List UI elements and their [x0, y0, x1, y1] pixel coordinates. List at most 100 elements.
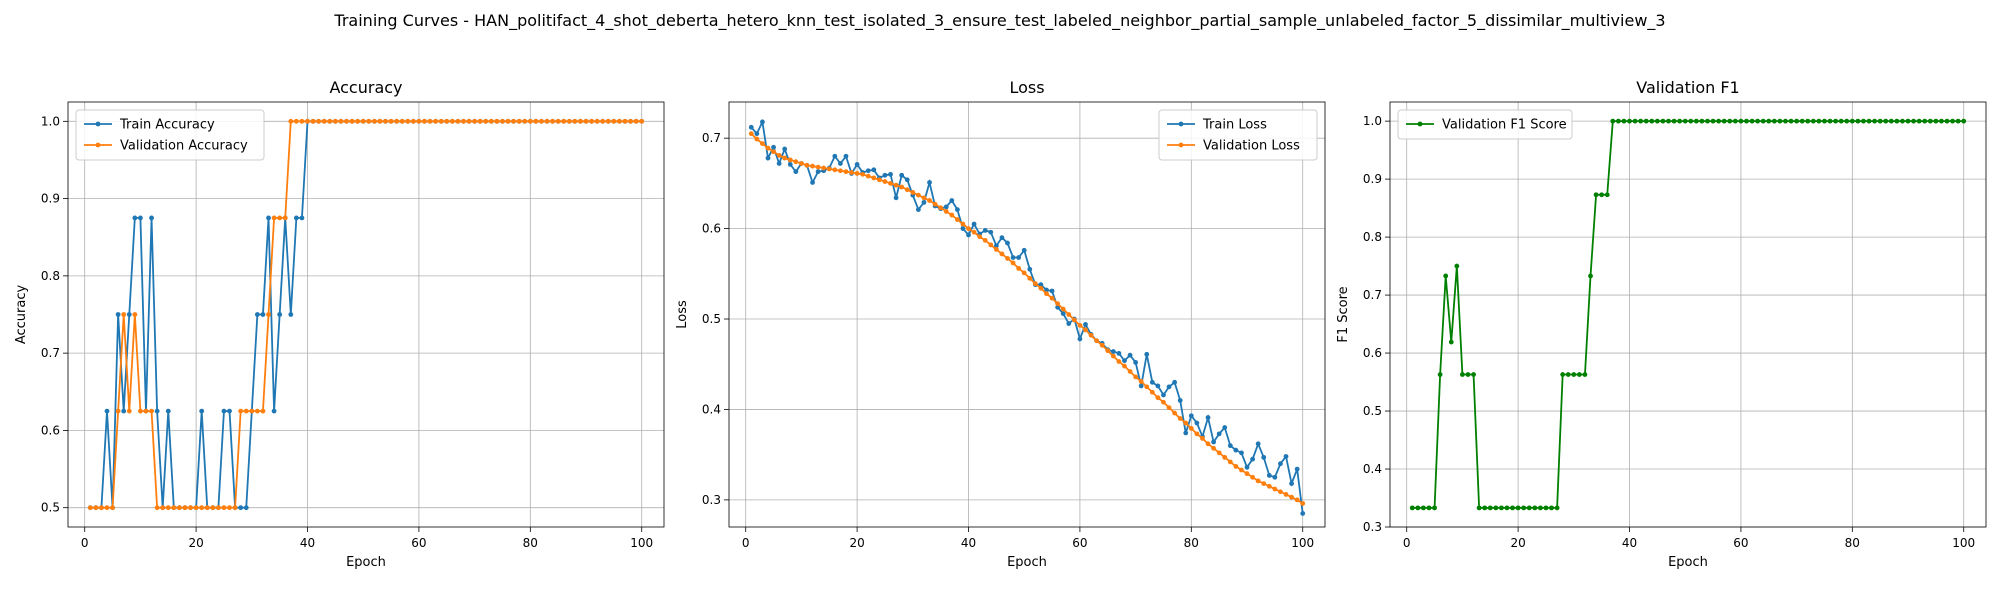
data-point [288, 312, 294, 317]
data-point [843, 153, 849, 159]
data-point [1693, 118, 1699, 124]
data-point [954, 207, 960, 213]
data-point [99, 505, 104, 511]
data-point [266, 312, 271, 317]
chart-panel-3: 0 20 40 60 80 100 0.3 0.4 0.5 0.6 0.7 0.8 0.9 1.0 Vali… [1336, 78, 1987, 570]
data-point [1855, 118, 1861, 124]
data-point [238, 505, 244, 511]
data-point [1227, 459, 1233, 465]
data-point [550, 118, 555, 124]
data-point [832, 167, 838, 173]
data-point [1021, 270, 1027, 276]
data-point [477, 118, 483, 124]
data-point [617, 118, 622, 124]
y-axis-label: F1 Score [1336, 286, 1351, 342]
data-point [1688, 118, 1694, 124]
data-point [254, 312, 260, 317]
data-point [461, 118, 466, 124]
data-point [854, 161, 860, 167]
data-point [366, 118, 372, 124]
data-point [1593, 192, 1599, 198]
data-point [472, 118, 478, 124]
data-point [1005, 240, 1010, 246]
legend-label: Train Loss [1202, 118, 1267, 133]
data-point [899, 172, 905, 178]
data-point [1783, 118, 1788, 124]
data-point [1732, 118, 1738, 124]
data-point [227, 408, 232, 414]
data-point [876, 177, 882, 183]
plot-frame [1389, 101, 1987, 528]
data-point [904, 177, 910, 183]
data-point [1799, 118, 1805, 124]
data-point [960, 221, 966, 227]
data-point [1188, 413, 1194, 419]
data-point [204, 505, 210, 511]
y-axis-label: Loss [675, 300, 690, 329]
data-point [1144, 384, 1150, 390]
data-point [854, 171, 860, 176]
data-point [1032, 281, 1038, 287]
data-point [1266, 473, 1272, 478]
data-point [899, 184, 905, 190]
legend-box [1158, 109, 1318, 161]
data-point [160, 505, 166, 511]
data-point [966, 226, 971, 231]
data-point [87, 505, 93, 511]
data-point [277, 215, 283, 221]
series-line-1 [90, 120, 642, 509]
y-tick-label: 0.5 [1363, 404, 1382, 418]
data-point [888, 180, 893, 186]
data-point [277, 312, 283, 317]
legend-marker [1178, 142, 1184, 148]
data-point [1166, 384, 1172, 390]
data-point [1016, 255, 1022, 260]
data-point [1010, 255, 1016, 260]
data-point [522, 118, 528, 124]
x-tick-label: 60 [1072, 536, 1087, 550]
data-point [310, 118, 316, 124]
data-point [1122, 363, 1127, 369]
data-point [199, 408, 205, 414]
legend-marker [1178, 121, 1184, 127]
data-point [793, 159, 799, 165]
series-line-1 [1412, 120, 1964, 509]
data-point [1055, 301, 1061, 307]
data-point [1710, 118, 1716, 124]
data-point [416, 118, 422, 124]
data-point [999, 235, 1005, 241]
data-point [1027, 275, 1033, 281]
series-line-1 [750, 118, 1304, 514]
data-point [1149, 389, 1155, 395]
data-point [832, 153, 838, 159]
data-point [977, 234, 983, 240]
data-point [921, 199, 927, 205]
data-point [971, 229, 977, 235]
data-point [1604, 192, 1610, 198]
data-point [754, 136, 760, 142]
data-point [243, 408, 249, 414]
data-point [1699, 118, 1705, 124]
data-point [1476, 505, 1482, 511]
y-tick-label: 1.0 [1363, 114, 1382, 128]
data-point [982, 228, 988, 233]
data-point [1705, 118, 1710, 124]
data-point [1510, 505, 1515, 511]
data-point [1266, 483, 1272, 489]
data-point [1205, 441, 1211, 447]
data-point [1721, 118, 1727, 124]
data-point [293, 215, 299, 221]
data-point [1016, 265, 1022, 271]
x-tick-label: 20 [1510, 536, 1525, 550]
data-point [943, 209, 949, 214]
data-point [299, 215, 305, 221]
legend-marker [95, 142, 101, 148]
data-point [338, 118, 344, 124]
panel-title: Loss [1009, 78, 1044, 97]
data-point [1149, 379, 1155, 385]
data-point [1244, 471, 1250, 477]
data-point [110, 505, 115, 511]
data-point [143, 408, 149, 414]
data-point [1216, 431, 1222, 437]
data-point [1060, 311, 1066, 316]
